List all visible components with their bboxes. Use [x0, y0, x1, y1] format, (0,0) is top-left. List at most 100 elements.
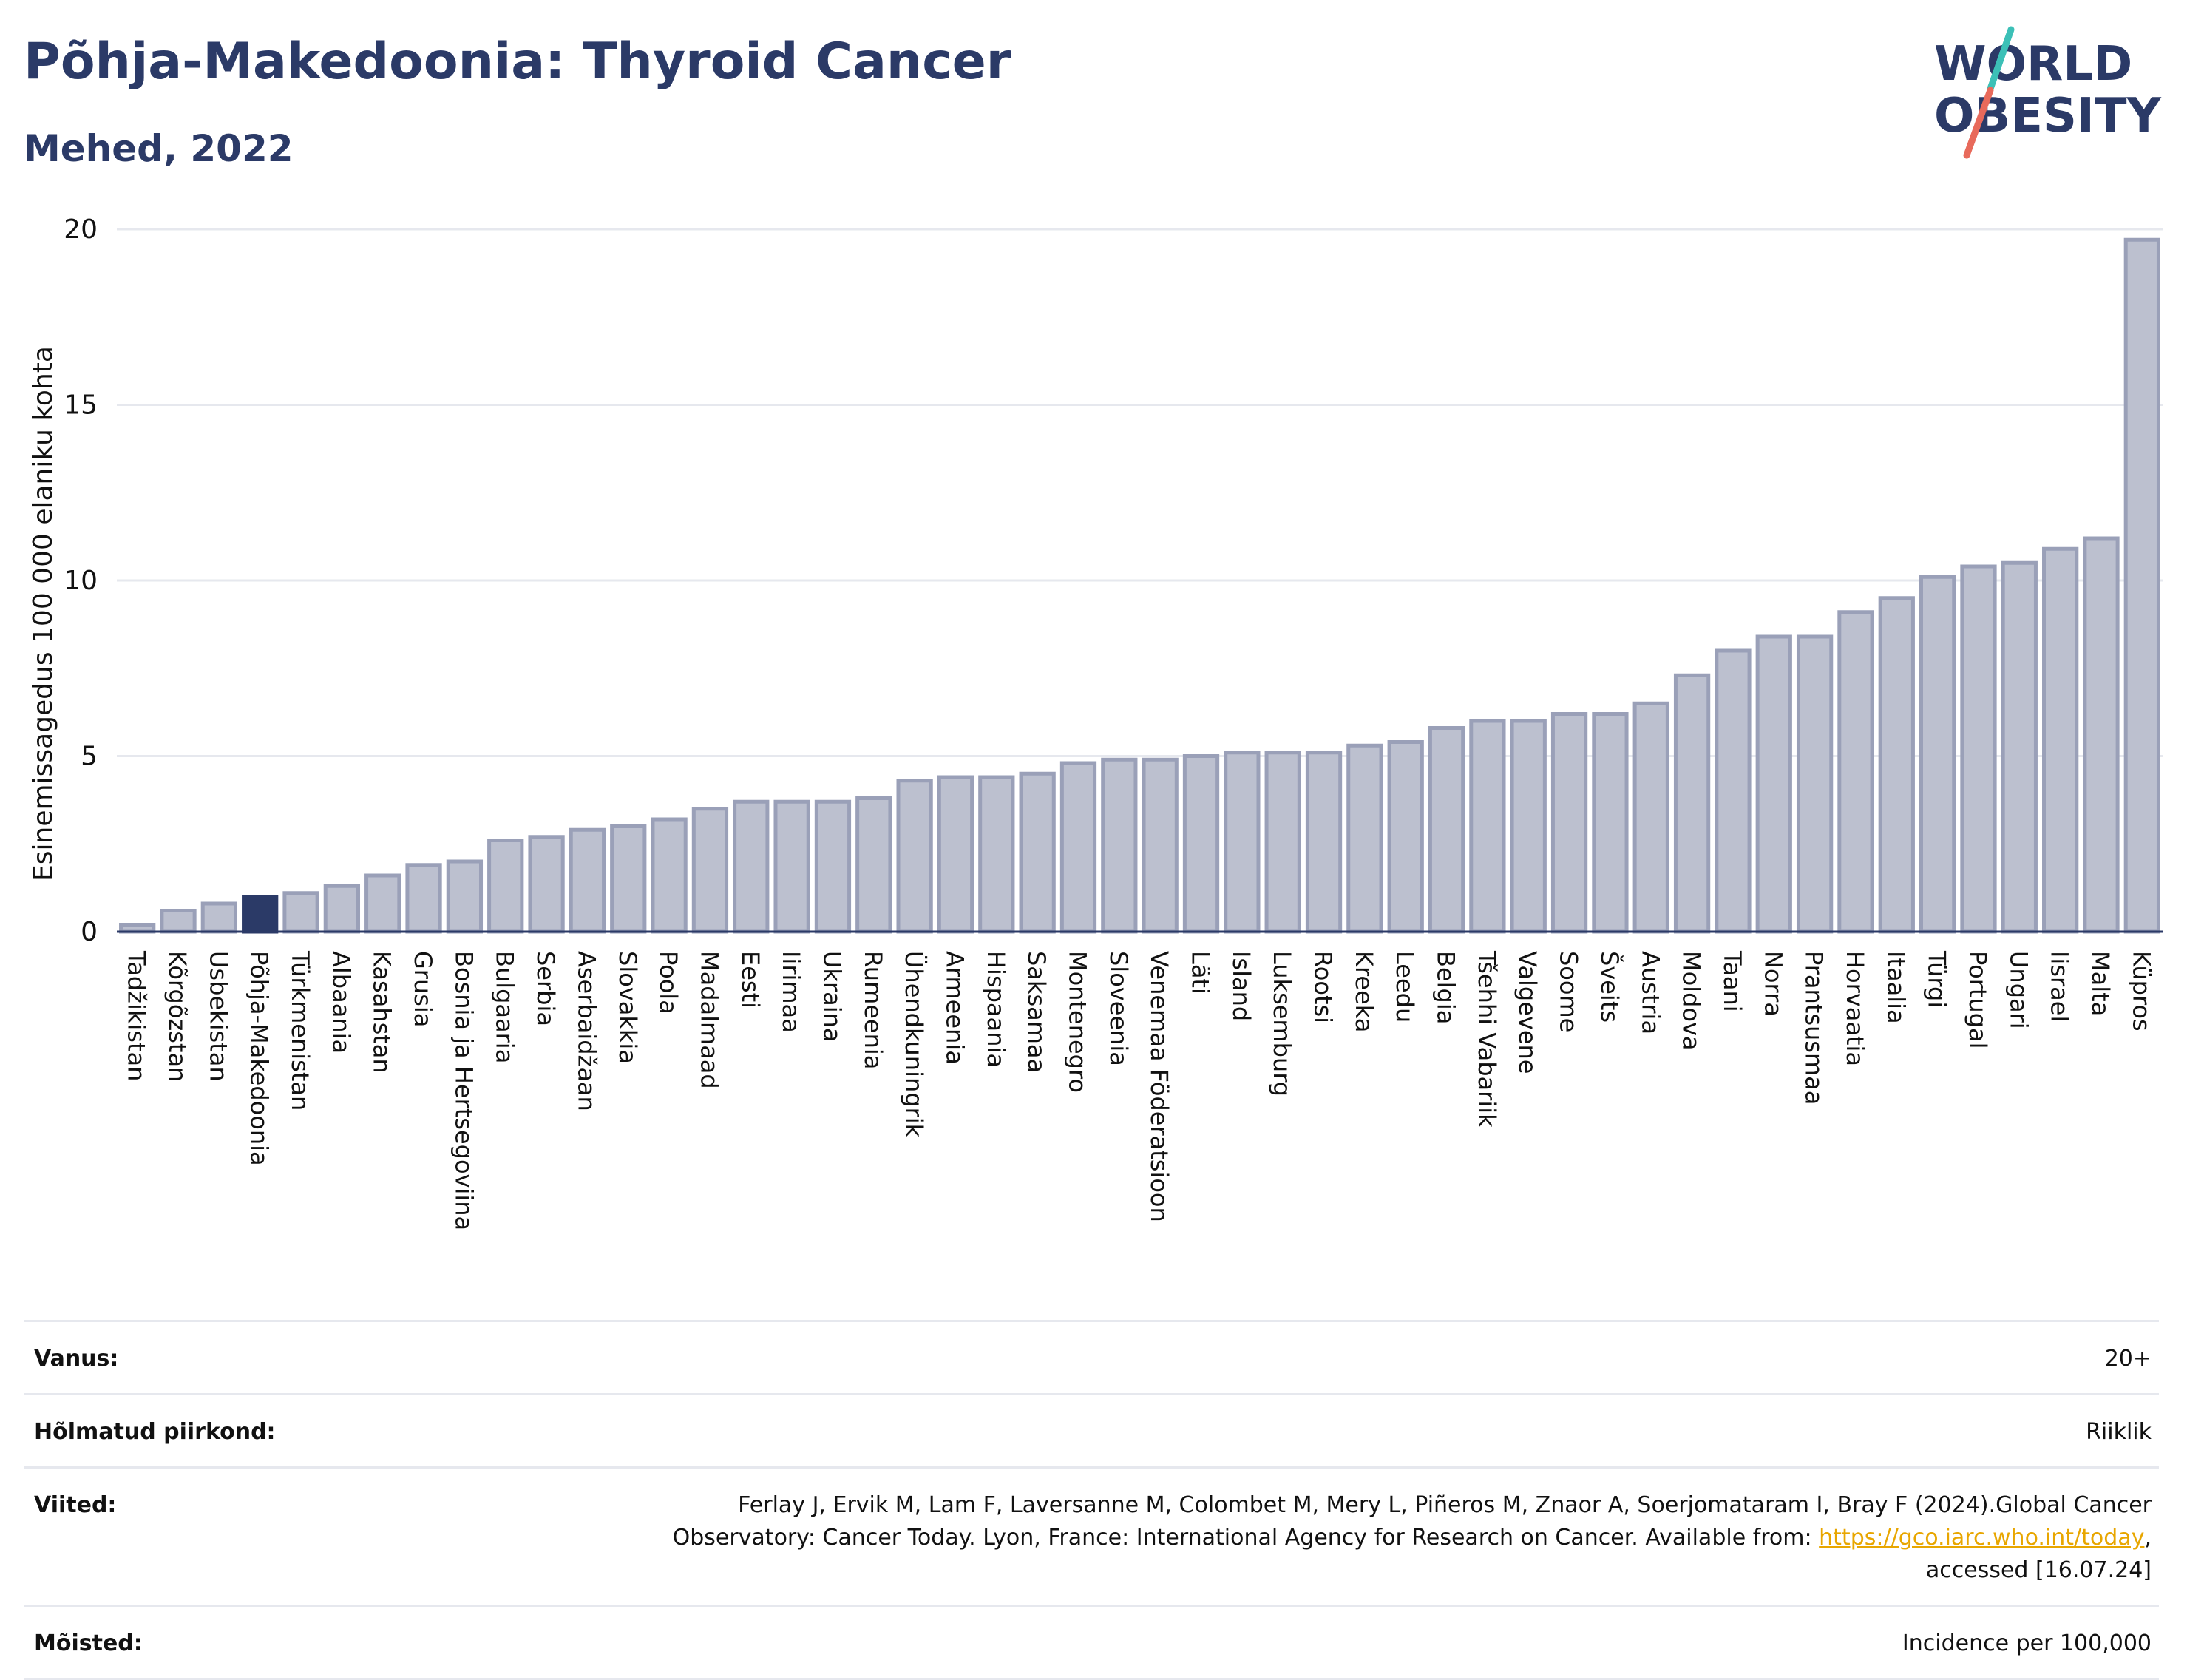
- y-tick-label: 10: [64, 566, 98, 596]
- bar: [691, 807, 729, 934]
- bar: [1632, 701, 1669, 934]
- x-tick-label: Ühendkuningrik: [900, 951, 928, 1138]
- x-tick-label: Kreeka: [1350, 951, 1378, 1032]
- x-tick-label: Montenegro: [1063, 951, 1091, 1093]
- bar: [487, 839, 524, 934]
- bar-chart: 0 5 10 15 20 Tadžikistan Kõrgõzstan Usbekistan…: [28, 214, 2163, 1230]
- x-tick-label: Türkmenistan: [286, 950, 314, 1111]
- x-tick-label: Põhja-Makedoonia: [245, 951, 274, 1166]
- logo-slash-coral: [1963, 87, 1994, 159]
- x-tick-label: Ungari: [2004, 951, 2032, 1029]
- bar: [1059, 761, 1097, 934]
- chart-title: Põhja-Makedoonia: Thyroid Cancer: [24, 33, 1011, 91]
- x-tick-label: Armeenia: [940, 951, 969, 1065]
- info-row-references: Viited: Ferlay J, Ervik M, Lam F, Lavers…: [24, 1466, 2159, 1605]
- bar: [282, 891, 319, 934]
- x-tick-label: Grusia: [409, 951, 437, 1027]
- x-tick-label: Venemaa Föderatsioon: [1145, 951, 1173, 1222]
- y-tick-label: 0: [81, 917, 98, 947]
- reference-line-3: accessed [16.07.24]: [1925, 1557, 2152, 1583]
- bar: [2001, 560, 2038, 934]
- x-tick-label: Sloveenia: [1105, 951, 1133, 1066]
- x-tick-label: Hispaania: [982, 951, 1010, 1068]
- bar: [1019, 771, 1056, 934]
- reference-link[interactable]: https://gco.iarc.who.int/today: [1819, 1525, 2145, 1551]
- x-tick-label: Horvaatia: [1841, 951, 1869, 1066]
- bar: [1878, 596, 1915, 934]
- x-tick-label: Šveits: [1596, 951, 1624, 1023]
- x-tick-label: Poola: [654, 951, 682, 1015]
- info-row-age: Vanus: 20+: [24, 1320, 2159, 1393]
- x-tick-label: Kasahstan: [368, 951, 396, 1074]
- bar: [1182, 754, 1220, 934]
- y-tick-label: 5: [81, 742, 98, 772]
- bar: [773, 799, 810, 934]
- x-tick-label: Island: [1227, 951, 1255, 1021]
- info-row-region: Hõlmatud piirkond: Riiklik: [24, 1393, 2159, 1466]
- x-tick-label: Moldova: [1678, 951, 1706, 1051]
- bar: [323, 884, 361, 934]
- x-tick-label: Norra: [1759, 951, 1787, 1017]
- x-tick-label: Leedu: [1391, 951, 1419, 1023]
- info-value-age: 20+: [2104, 1346, 2152, 1372]
- bar: [1755, 634, 1792, 934]
- info-label-definitions: Mõisted:: [34, 1630, 143, 1656]
- x-tick-label: Läti: [1187, 951, 1215, 995]
- reference-line-2: Observatory: Cancer Today. Lyon, France:…: [672, 1525, 1820, 1551]
- bar: [1550, 712, 1588, 934]
- logo-slash-teal: [1987, 26, 2015, 92]
- x-tick-label: Belgia: [1432, 951, 1460, 1024]
- info-label-region: Hõlmatud piirkond:: [34, 1419, 276, 1445]
- bar: [2123, 237, 2160, 934]
- bar: [937, 775, 974, 934]
- bar-layer: [119, 237, 2160, 934]
- bar: [1387, 740, 1424, 934]
- bar: [1919, 575, 1956, 934]
- x-tick-label: Luksemburg: [1268, 951, 1296, 1097]
- x-tick-label: Saksamaa: [1023, 951, 1051, 1073]
- bar: [446, 859, 484, 934]
- chart-subtitle: Mehed, 2022: [24, 127, 294, 170]
- x-tick-label: Iirimaa: [777, 951, 805, 1033]
- x-tick-label: Prantsusmaa: [1800, 951, 1828, 1105]
- bar: [814, 799, 852, 934]
- bar: [1673, 673, 1711, 934]
- y-tick-label: 15: [64, 390, 98, 421]
- y-tick-label: 20: [64, 214, 98, 245]
- info-label-references: Viited:: [34, 1492, 117, 1518]
- bar: [1346, 743, 1383, 934]
- x-tick-label: Aserbaidžaan: [572, 951, 600, 1111]
- bar: [651, 817, 688, 934]
- bar: [2083, 536, 2120, 934]
- x-tick-label: Bulgaaria: [491, 951, 519, 1063]
- info-value-references: Ferlay J, Ervik M, Lam F, Laversanne M, …: [673, 1489, 2152, 1587]
- x-tick-label: Usbekistan: [204, 951, 232, 1082]
- info-table: Vanus: 20+ Hõlmatud piirkond: Riiklik Vi…: [24, 1320, 2159, 1680]
- bar: [610, 824, 647, 934]
- reference-line-1: Ferlay J, Ervik M, Lam F, Laversanne M, …: [738, 1492, 2152, 1518]
- bar: [1264, 751, 1301, 934]
- bar: [1428, 726, 1465, 934]
- x-tick-label: Serbia: [532, 951, 560, 1026]
- x-tick-label: Austria: [1636, 951, 1664, 1034]
- x-tick-label: Soome: [1555, 951, 1583, 1032]
- x-tick-label: Tšehhi Vabariik: [1473, 950, 1501, 1128]
- y-axis-ticks: 0 5 10 15 20: [64, 214, 98, 947]
- bar: [528, 835, 565, 934]
- bar: [978, 775, 1015, 934]
- bar: [1142, 757, 1179, 934]
- x-tick-label: Ukraina: [818, 951, 846, 1043]
- x-tick-label: Madalmaad: [695, 951, 723, 1089]
- x-tick-label: Taani: [1718, 950, 1746, 1012]
- x-tick-label: Bosnia ja Hertsegoviina: [450, 951, 478, 1230]
- x-tick-label: Iisrael: [2046, 951, 2074, 1022]
- bar: [200, 901, 237, 934]
- world-obesity-logo: WORLD OBESITY: [1934, 26, 2161, 159]
- bar: [1960, 564, 1997, 934]
- y-axis-label: Esinemissagedus 100 000 elaniku kohta: [28, 346, 58, 881]
- info-value-region: Riiklik: [2086, 1419, 2152, 1445]
- reference-line-2-end: ,: [2144, 1525, 2152, 1551]
- bar: [1469, 719, 1506, 934]
- x-tick-label: Slovakkia: [614, 951, 642, 1064]
- x-tick-label: Rumeenia: [859, 951, 887, 1069]
